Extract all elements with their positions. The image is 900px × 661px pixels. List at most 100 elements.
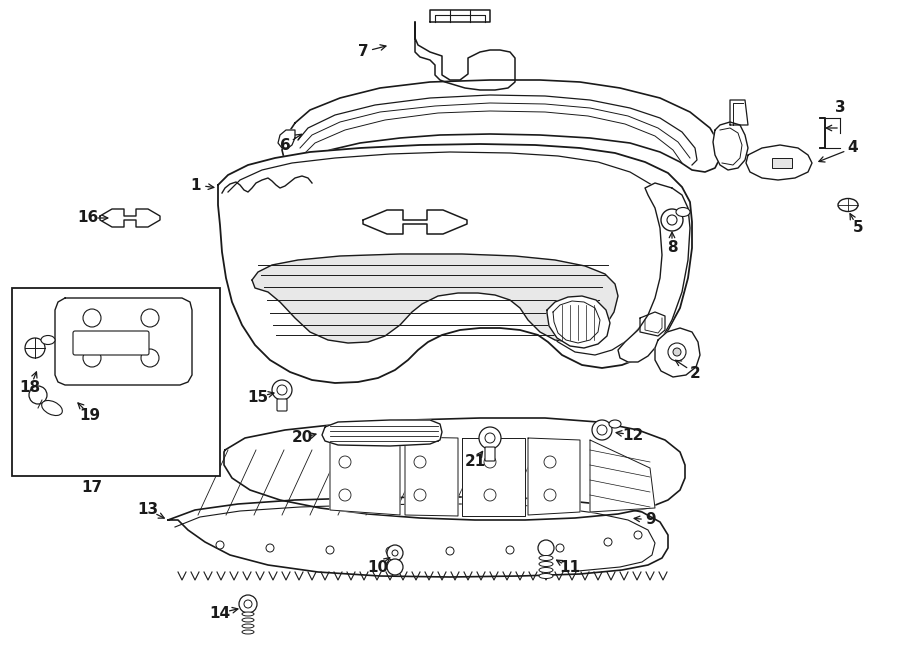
Polygon shape — [713, 122, 748, 170]
Text: 21: 21 — [464, 455, 486, 469]
Text: 4: 4 — [848, 141, 859, 155]
Circle shape — [386, 547, 394, 555]
Polygon shape — [322, 420, 442, 446]
Polygon shape — [363, 210, 467, 234]
FancyBboxPatch shape — [485, 447, 495, 461]
Polygon shape — [430, 10, 490, 22]
Text: 16: 16 — [77, 210, 99, 225]
Circle shape — [506, 546, 514, 554]
Circle shape — [634, 531, 642, 539]
FancyBboxPatch shape — [73, 331, 149, 355]
FancyBboxPatch shape — [12, 288, 220, 476]
Circle shape — [239, 595, 257, 613]
Circle shape — [673, 348, 681, 356]
Ellipse shape — [242, 612, 254, 616]
Text: 8: 8 — [667, 241, 678, 256]
Circle shape — [485, 433, 495, 443]
Polygon shape — [618, 183, 690, 362]
Text: 18: 18 — [20, 381, 40, 395]
Circle shape — [387, 545, 403, 561]
Circle shape — [479, 427, 501, 449]
Polygon shape — [100, 209, 160, 227]
Text: 20: 20 — [292, 430, 312, 446]
Circle shape — [446, 547, 454, 555]
Circle shape — [339, 489, 351, 501]
Ellipse shape — [41, 401, 62, 416]
Polygon shape — [730, 100, 748, 125]
Ellipse shape — [41, 336, 55, 344]
Circle shape — [544, 456, 556, 468]
Circle shape — [556, 544, 564, 552]
Text: 10: 10 — [367, 559, 389, 574]
Text: 1: 1 — [191, 178, 202, 192]
Circle shape — [661, 209, 683, 231]
Polygon shape — [462, 438, 525, 516]
Circle shape — [141, 309, 159, 327]
Circle shape — [339, 456, 351, 468]
Circle shape — [277, 385, 287, 395]
Polygon shape — [746, 145, 812, 180]
Text: 9: 9 — [645, 512, 656, 527]
Polygon shape — [218, 144, 692, 383]
Circle shape — [484, 489, 496, 501]
Circle shape — [266, 544, 274, 552]
Ellipse shape — [676, 208, 690, 217]
Polygon shape — [282, 80, 720, 172]
Polygon shape — [590, 440, 655, 512]
Polygon shape — [528, 438, 580, 515]
Text: 5: 5 — [852, 221, 863, 235]
Circle shape — [326, 546, 334, 554]
Circle shape — [244, 600, 252, 608]
Polygon shape — [655, 328, 700, 377]
Circle shape — [414, 456, 426, 468]
Polygon shape — [547, 296, 610, 348]
Text: 6: 6 — [280, 137, 291, 153]
Circle shape — [25, 338, 45, 358]
Circle shape — [604, 538, 612, 546]
Ellipse shape — [242, 618, 254, 622]
Polygon shape — [405, 437, 458, 516]
Circle shape — [392, 550, 398, 556]
Circle shape — [83, 349, 101, 367]
Text: 13: 13 — [138, 502, 158, 518]
Ellipse shape — [539, 555, 553, 561]
Circle shape — [83, 309, 101, 327]
Ellipse shape — [242, 624, 254, 628]
Polygon shape — [330, 432, 400, 515]
Polygon shape — [55, 298, 192, 385]
Polygon shape — [278, 130, 295, 148]
Text: 17: 17 — [81, 481, 103, 496]
Circle shape — [387, 559, 403, 575]
Ellipse shape — [539, 561, 553, 566]
Text: 19: 19 — [79, 407, 101, 422]
Polygon shape — [168, 497, 668, 577]
Polygon shape — [415, 22, 515, 90]
Polygon shape — [640, 312, 665, 336]
Text: 14: 14 — [210, 605, 230, 621]
Ellipse shape — [609, 420, 621, 428]
Circle shape — [667, 215, 677, 225]
Ellipse shape — [539, 568, 553, 572]
Circle shape — [414, 489, 426, 501]
Circle shape — [597, 425, 607, 435]
Circle shape — [29, 386, 47, 404]
Circle shape — [484, 456, 496, 468]
Text: 2: 2 — [689, 366, 700, 381]
Text: 15: 15 — [248, 389, 268, 405]
Text: 3: 3 — [834, 100, 845, 116]
Circle shape — [538, 540, 554, 556]
Ellipse shape — [838, 198, 858, 212]
Circle shape — [544, 489, 556, 501]
Circle shape — [668, 343, 686, 361]
Circle shape — [141, 349, 159, 367]
Text: 12: 12 — [623, 428, 644, 442]
Polygon shape — [252, 254, 618, 343]
Polygon shape — [224, 418, 685, 520]
Text: 11: 11 — [560, 561, 580, 576]
Circle shape — [216, 541, 224, 549]
Bar — [772, 158, 792, 168]
Circle shape — [592, 420, 612, 440]
FancyBboxPatch shape — [277, 399, 287, 411]
Circle shape — [272, 380, 292, 400]
Ellipse shape — [242, 630, 254, 634]
